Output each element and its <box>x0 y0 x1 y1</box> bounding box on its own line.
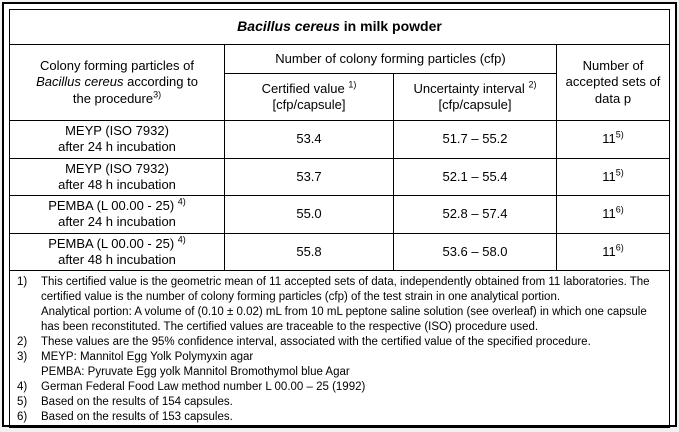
footnote-text: German Federal Food Law method number L … <box>41 380 663 395</box>
footnote-paragraph: Analytical portion: A volume of (0.10 ± … <box>41 306 647 333</box>
footnote-text: This certified value is the geometric me… <box>41 275 663 335</box>
accepted-sets-cell: 116) <box>556 232 670 271</box>
footnote-text: MEYP: Mannitol Egg Yolk Polymyxin agar P… <box>41 350 663 380</box>
footnote-number: 2) <box>17 336 28 348</box>
footnote-2: 2) These values are the 95% confidence i… <box>14 335 663 350</box>
footnote-ref-6: 6) <box>615 204 624 215</box>
header-uncertainty-interval: Uncertainty interval 2) [cfp/capsule] <box>393 73 557 121</box>
footnote-text: Based on the results of 154 capsules. <box>41 395 663 410</box>
header-procedure-line3-text: the procedure <box>72 90 154 106</box>
header-uncertainty-label: Uncertainty interval <box>413 80 525 96</box>
header-certified-label: Certified value <box>261 80 345 96</box>
table-row-pemba-24h: PEMBA (L 00.00 - 25) 4) after 24 h incub… <box>9 195 670 234</box>
footnote-ref-2: 2) <box>528 79 537 90</box>
footnote-ref-5: 5) <box>615 129 624 140</box>
footnote-ref-1: 1) <box>348 79 357 90</box>
procedure-condition: after 48 h incubation <box>58 176 176 192</box>
footnote-number: 5) <box>17 396 28 408</box>
title-organism: Bacillus cereus <box>237 18 340 35</box>
uncertainty-interval-cell: 53.6 – 58.0 <box>393 232 557 271</box>
accepted-sets-value: 11 <box>602 168 616 184</box>
footnote-text: Based on the results of 153 capsules. <box>41 410 663 425</box>
procedure-cell: MEYP (ISO 7932) after 48 h incubation <box>9 157 225 196</box>
footnote-number: 4) <box>17 381 28 393</box>
table-row-meyp-48h: MEYP (ISO 7932) after 48 h incubation 53… <box>9 157 670 196</box>
title-matrix: in milk powder <box>339 18 442 35</box>
procedure-condition: after 24 h incubation <box>58 139 176 155</box>
footnote-5: 5) Based on the results of 154 capsules. <box>14 395 663 410</box>
footnote-text: These values are the 95% confidence inte… <box>41 335 663 350</box>
footnote-ref-5: 5) <box>615 167 624 178</box>
header-uncertainty-unit: [cfp/capsule] <box>438 97 512 112</box>
footnote-paragraph: These values are the 95% confidence inte… <box>41 336 591 348</box>
table-row-pemba-48h: PEMBA (L 00.00 - 25) 4) after 48 h incub… <box>9 232 670 271</box>
procedure-name: PEMBA (L 00.00 - 25) 4) <box>14 234 220 252</box>
header-row-sub: Certified value 1) [cfp/capsule] Uncerta… <box>10 73 670 121</box>
header-procedure-line2: Bacillus cereus according to <box>14 74 220 90</box>
procedure-condition: after 24 h incubation <box>58 214 176 230</box>
accepted-sets-cell: 116) <box>556 195 670 234</box>
procedure-name: MEYP (ISO 7932) <box>14 123 220 139</box>
footnote-4: 4) German Federal Food Law method number… <box>14 380 663 395</box>
uncertainty-interval-cell: 52.1 – 55.4 <box>393 157 557 196</box>
footnote-paragraph: Based on the results of 154 capsules. <box>41 396 233 408</box>
header-procedure-line1: Colony forming particles of <box>40 58 194 74</box>
header-cfp-group: Number of colony forming particles (cfp) <box>224 44 557 74</box>
footnotes-row: 1) This certified value is the geometric… <box>9 270 670 428</box>
footnote-ref-6: 6) <box>615 242 624 253</box>
header-uncertainty-label-line: Uncertainty interval 2) <box>398 79 552 97</box>
procedure-name: MEYP (ISO 7932) <box>14 161 220 177</box>
header-procedure: Colony forming particles of Bacillus cer… <box>9 44 225 121</box>
footnote-paragraph: This certified value is the geometric me… <box>41 276 650 303</box>
procedure-condition: after 48 h incubation <box>58 251 176 267</box>
uncertainty-interval-cell: 51.7 – 55.2 <box>393 120 557 159</box>
procedure-name-text: MEYP (ISO 7932) <box>65 160 169 176</box>
accepted-sets-cell: 115) <box>556 120 670 159</box>
procedure-name-text: MEYP (ISO 7932) <box>65 123 169 138</box>
header-accepted-sets: Number of accepted sets of data p <box>556 44 670 121</box>
footnote-1: 1) This certified value is the geometric… <box>14 275 663 335</box>
footnote-6: 6) Based on the results of 153 capsules. <box>14 410 663 425</box>
header-procedure-line3: the procedure3) <box>14 89 220 107</box>
procedure-cell: MEYP (ISO 7932) after 24 h incubation <box>9 120 225 159</box>
certified-values-table: Bacillus cereus in milk powder Colony fo… <box>9 9 670 428</box>
footnote-3: 3) MEYP: Mannitol Egg Yolk Polymyxin aga… <box>14 350 663 380</box>
footnote-ref-4: 4) <box>177 196 186 207</box>
footnotes-section: 1) This certified value is the geometric… <box>9 270 670 428</box>
footnote-paragraph: German Federal Food Law method number L … <box>41 381 366 393</box>
table-title: Bacillus cereus in milk powder <box>9 9 670 45</box>
footnote-number: 6) <box>17 411 28 423</box>
accepted-sets-cell: 115) <box>556 157 670 196</box>
header-procedure-line2-rest: according to <box>123 74 198 90</box>
accepted-sets-value: 11 <box>602 206 616 222</box>
procedure-name-text: PEMBA (L 00.00 - 25) <box>48 235 175 251</box>
title-row: Bacillus cereus in milk powder <box>9 9 670 45</box>
accepted-sets-value: 11 <box>602 243 616 259</box>
footnote-number: 1) <box>17 276 28 288</box>
footnote-paragraph: MEYP: Mannitol Egg Yolk Polymyxin agar <box>41 351 254 363</box>
header-procedure-organism: Bacillus cereus <box>36 74 124 90</box>
header-certified-label-line: Certified value 1) <box>229 79 389 97</box>
footnote-paragraph: Based on the results of 153 capsules. <box>41 411 233 423</box>
certified-value-cell: 53.4 <box>224 120 394 159</box>
uncertainty-interval-cell: 52.8 – 57.4 <box>393 195 557 234</box>
footnote-number: 3) <box>17 351 28 363</box>
procedure-name-text: PEMBA (L 00.00 - 25) <box>48 198 175 213</box>
footnote-paragraph: PEMBA: Pyruvate Egg yolk Mannitol Bromot… <box>41 366 350 378</box>
footnote-ref-4: 4) <box>177 234 186 245</box>
certified-value-cell: 55.0 <box>224 195 394 234</box>
certified-value-cell: 53.7 <box>224 157 394 196</box>
header-certified-unit: [cfp/capsule] <box>272 97 346 112</box>
certified-value-cell: 55.8 <box>224 232 394 271</box>
procedure-cell: PEMBA (L 00.00 - 25) 4) after 24 h incub… <box>9 195 225 234</box>
procedure-cell: PEMBA (L 00.00 - 25) 4) after 48 h incub… <box>9 232 225 271</box>
footnote-ref-3: 3) <box>153 89 162 100</box>
header-certified-value: Certified value 1) [cfp/capsule] <box>224 73 394 121</box>
table-row-meyp-24h: MEYP (ISO 7932) after 24 h incubation 53… <box>9 120 670 159</box>
procedure-name: PEMBA (L 00.00 - 25) 4) <box>14 196 220 214</box>
header-row-group: Colony forming particles of Bacillus cer… <box>9 44 670 121</box>
accepted-sets-value: 11 <box>602 131 616 147</box>
